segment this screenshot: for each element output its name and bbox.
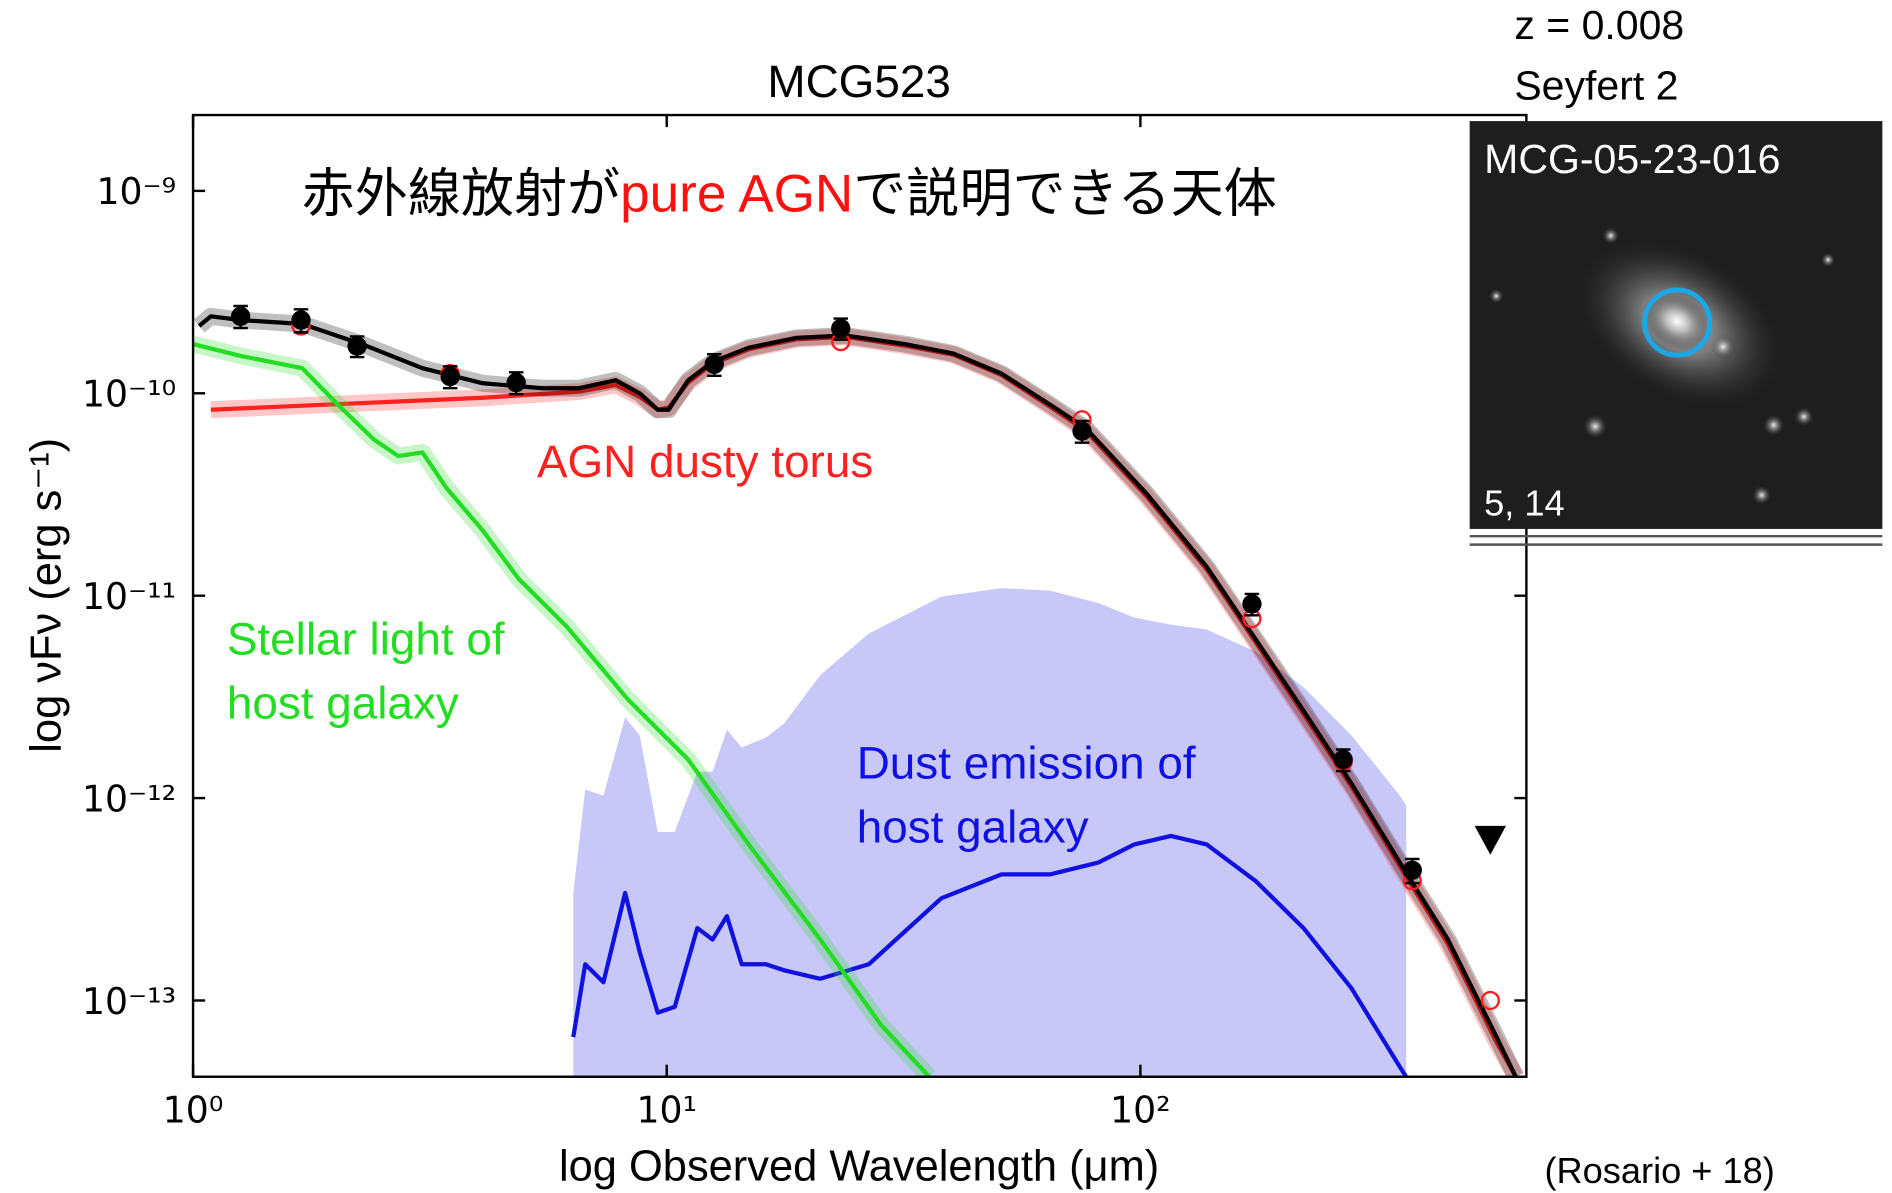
series-label: host galaxy [227,676,459,728]
image-corner-label: 5, 14 [1484,483,1565,524]
star [1762,414,1785,437]
observed-point [704,354,724,375]
star [1752,485,1772,505]
series-label: Stellar light of [227,612,505,664]
object-class: Seyfert 2 [1514,62,1678,108]
star [1711,334,1736,359]
y-tick-label: 10⁻⁹ [97,170,177,213]
observed-point [831,318,851,339]
y-axis-label: log νFν (erg s⁻¹) [22,438,70,753]
observed-point [1072,421,1092,441]
plot-area [193,304,1524,1077]
x-tick-label: 10¹ [636,1089,697,1132]
observed-point [347,336,367,356]
galaxy-image: MCG-05-23-016 5, 14 [1469,121,1883,546]
y-tick-label: 10⁻¹² [82,777,176,820]
heading-part: 赤外線放射が [302,163,620,225]
aperture-circle [1642,287,1713,358]
series-line [571,833,1408,1077]
image-label: MCG-05-23-016 [1484,136,1780,182]
observed-point [506,372,526,393]
series-label: host galaxy [857,801,1089,853]
y-tick-label: 10⁻¹⁰ [82,373,176,416]
chart-title: MCG523 [767,55,950,107]
observed-point [230,306,251,326]
x-tick-label: 10² [1110,1089,1171,1132]
overlay: 10⁰ 10¹ 10² 10⁻¹³ 10⁻¹² 10⁻¹¹ 10⁻¹⁰ 10⁻⁹ Dust em… [82,115,1527,1132]
star [1820,252,1836,268]
citation: (Rosario + 18) [1544,1150,1774,1191]
galaxy-core [1643,292,1712,351]
observed-point [440,366,460,387]
series-label: AGN dusty torus [537,435,873,487]
observed-point [1402,860,1422,880]
y-tick-label: 10⁻¹¹ [82,575,176,618]
star [1583,414,1608,439]
series-line [197,314,1518,1077]
series-line [193,342,931,1077]
heading-part: で説明できる天体 [853,163,1277,225]
star [1794,407,1814,427]
observed-point [291,310,311,330]
y-tick-label: 10⁻¹³ [82,980,176,1023]
x-axis-label: log Observed Wavelength (μm) [559,1143,1159,1191]
redshift: z = 0.008 [1514,2,1684,48]
star [1488,288,1504,304]
x-tick-label: 10⁰ [163,1089,224,1132]
heading-highlight: pure AGN [620,165,853,224]
uncertainty-band [573,588,1407,1077]
upper-limit [1474,825,1507,855]
model-point [1480,990,1500,1011]
star [1602,227,1620,245]
heading: 赤外線放射がpure AGNで説明できる天体 [302,163,1277,225]
observed-point [1242,594,1262,614]
observed-point [1333,749,1353,770]
series-label: Dust emission of [857,737,1196,789]
plot-frame [191,113,1528,1078]
